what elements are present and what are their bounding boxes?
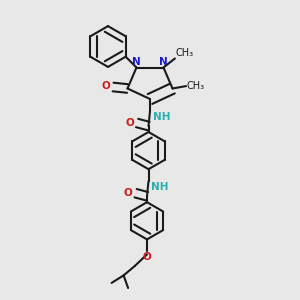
Text: N: N (132, 57, 141, 67)
Text: O: O (124, 188, 133, 198)
Text: NH: NH (152, 182, 169, 192)
Text: NH: NH (153, 112, 170, 122)
Text: CH₃: CH₃ (187, 81, 205, 91)
Text: O: O (125, 118, 134, 128)
Text: O: O (101, 81, 110, 92)
Text: N: N (159, 57, 168, 67)
Text: O: O (142, 252, 152, 262)
Text: CH₃: CH₃ (176, 48, 194, 58)
